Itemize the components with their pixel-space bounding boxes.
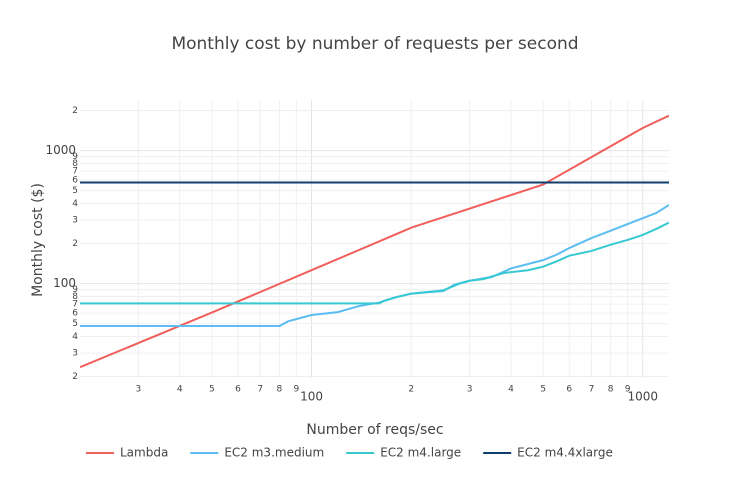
x-tick-label: 3 xyxy=(467,385,473,395)
series-line xyxy=(80,114,669,369)
y-tick-label: 9 xyxy=(72,285,78,295)
x-tick-label: 2 xyxy=(408,385,414,395)
y-tick-label: 1000 xyxy=(45,143,76,157)
x-axis-label: Number of reqs/sec xyxy=(306,422,443,438)
series-line xyxy=(80,221,669,305)
y-tick-label: 7 xyxy=(72,167,78,177)
x-tick-label: 4 xyxy=(508,385,514,395)
y-tick-label: 4 xyxy=(72,199,78,209)
legend-label: Lambda xyxy=(120,446,168,460)
y-tick-label: 6 xyxy=(72,176,78,186)
legend-label: EC2 m4.large xyxy=(380,446,461,460)
y-tick-label: 8 xyxy=(72,292,78,302)
x-tick-label: 100 xyxy=(300,390,323,404)
y-tick-label: 2 xyxy=(72,239,78,249)
x-tick-label: 7 xyxy=(589,385,595,395)
y-tick-label: 8 xyxy=(72,159,78,169)
y-tick-label: 2 xyxy=(72,106,78,116)
chart-title: Monthly cost by number of requests per s… xyxy=(171,34,578,54)
y-tick-label: 7 xyxy=(72,300,78,310)
x-tick-label: 6 xyxy=(566,385,572,395)
x-tick-label: 3 xyxy=(135,385,141,395)
grid xyxy=(80,100,669,378)
y-tick-label: 9 xyxy=(72,152,78,162)
legend-label: EC2 m4.4xlarge xyxy=(517,446,613,460)
plot-area xyxy=(80,114,669,369)
y-tick-label: 6 xyxy=(72,309,78,319)
series-line xyxy=(80,204,669,327)
y-tick-label: 5 xyxy=(72,186,78,196)
x-tick-label: 1000 xyxy=(627,390,658,404)
x-tick-label: 5 xyxy=(209,385,215,395)
y-axis-label: Monthly cost ($) xyxy=(30,183,46,297)
x-tick-label: 8 xyxy=(608,385,614,395)
y-tick-label: 4 xyxy=(72,332,78,342)
y-tick-label: 2 xyxy=(72,372,78,382)
y-tick-label: 3 xyxy=(72,216,78,226)
y-tick-label: 3 xyxy=(72,349,78,359)
y-tick-label: 100 xyxy=(53,276,76,290)
x-tick-label: 8 xyxy=(277,385,283,395)
x-tick-label: 9 xyxy=(294,385,300,395)
x-tick-label: 9 xyxy=(625,385,631,395)
x-tick-label: 7 xyxy=(257,385,263,395)
x-tick-label: 6 xyxy=(235,385,241,395)
x-tick-label: 4 xyxy=(177,385,183,395)
x-tick-label: 5 xyxy=(540,385,546,395)
legend-label: EC2 m3.medium xyxy=(224,446,324,460)
y-tick-label: 5 xyxy=(72,319,78,329)
legend: Lambda EC2 m3.medium EC2 m4.large EC2 m4.4x… xyxy=(86,446,613,460)
